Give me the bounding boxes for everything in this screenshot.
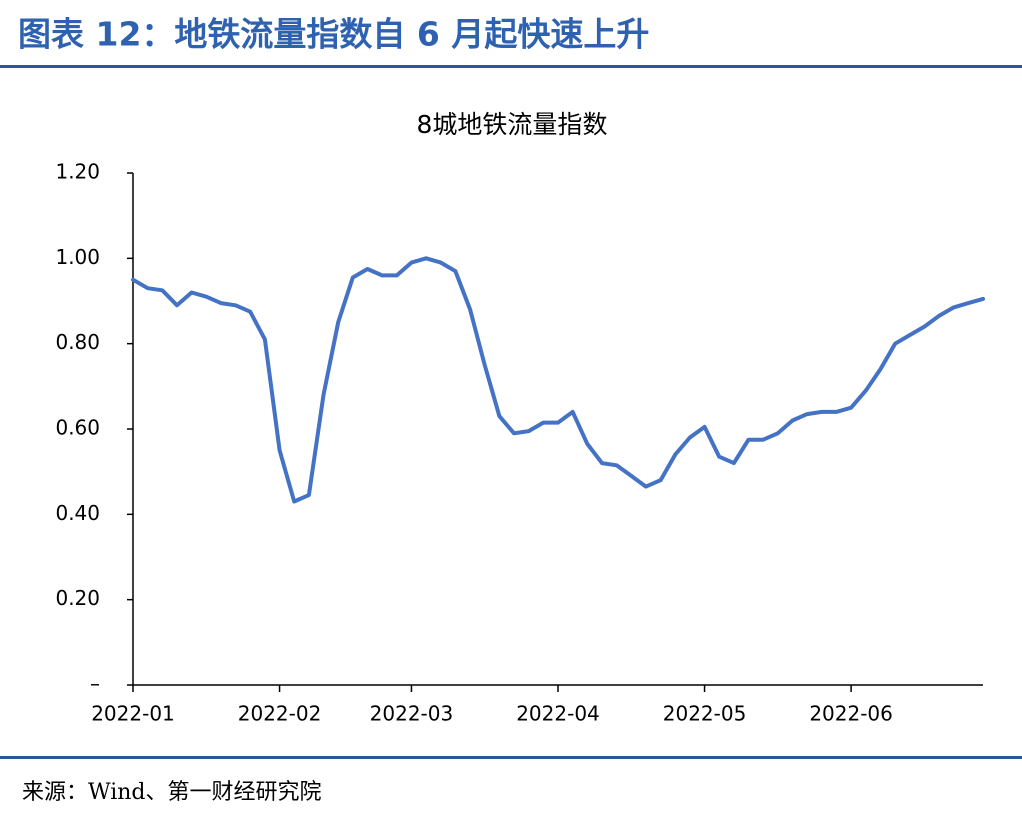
y-tick-label: 1.20 <box>55 160 100 184</box>
source: 来源：Wind、第一财经研究院 <box>22 780 322 805</box>
chart-title: 8城地铁流量指数 <box>417 110 608 139</box>
x-tick-label: 2022-03 <box>370 702 454 726</box>
x-tick-label: 2022-01 <box>91 702 175 726</box>
x-tick-label: 2022-02 <box>238 702 322 726</box>
y-tick-label: 0.60 <box>55 416 100 440</box>
x-tick-label: 2022-06 <box>809 702 893 726</box>
header-rule <box>0 65 1022 68</box>
x-tick-label: 2022-05 <box>663 702 747 726</box>
y-tick-label: 0.20 <box>55 586 100 610</box>
y-tick-label: 0.80 <box>55 330 100 354</box>
header-title: 图表 12：地铁流量指数自 6 月起快速上升 <box>18 15 649 54</box>
y-tick-label: 0.40 <box>55 501 100 525</box>
x-tick-label: 2022-04 <box>516 702 600 726</box>
y-tick-label: – <box>90 672 100 696</box>
y-tick-label: 1.00 <box>55 245 100 269</box>
footer-rule <box>0 756 1022 759</box>
line-series <box>131 256 985 504</box>
